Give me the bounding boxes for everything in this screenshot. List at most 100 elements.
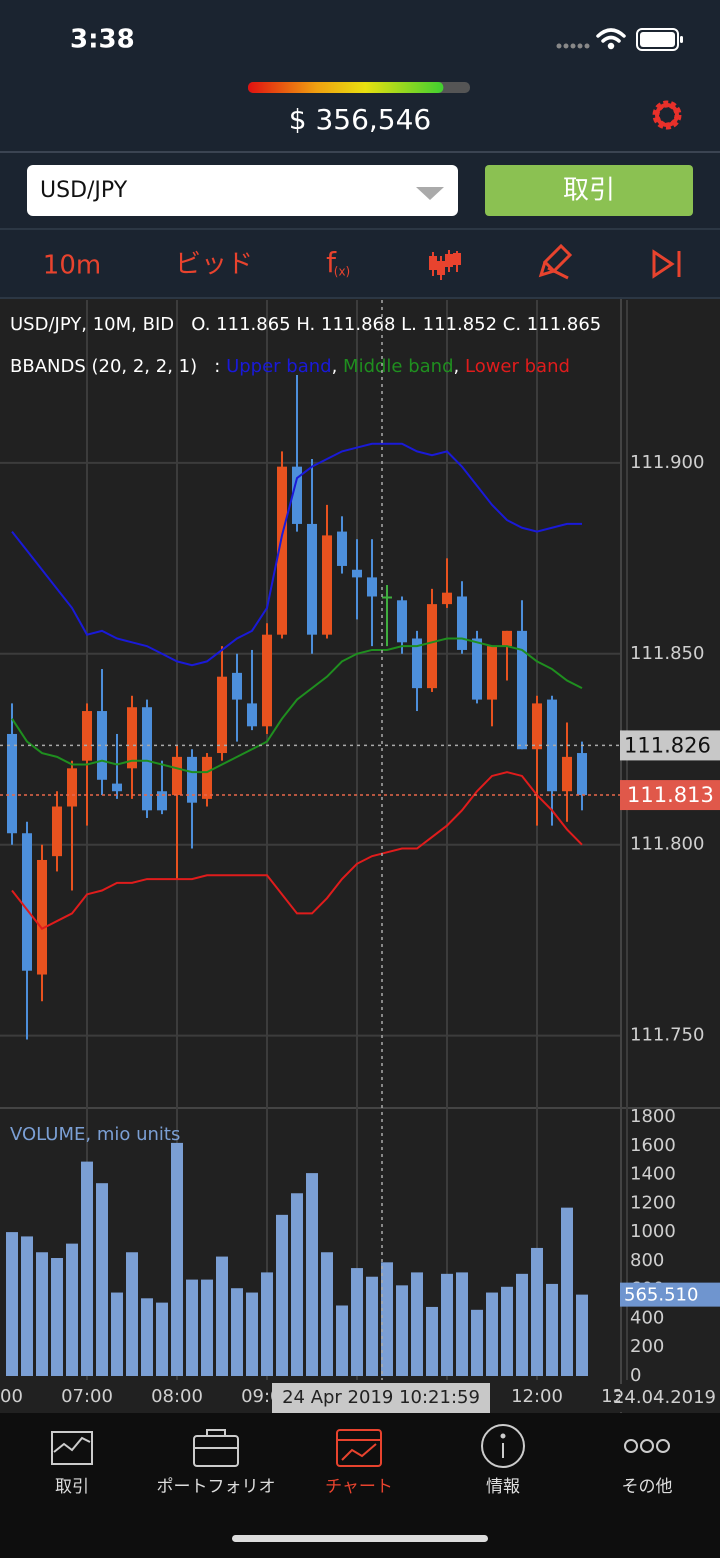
price-type-button[interactable]: ビッド xyxy=(175,250,253,280)
volume-bar xyxy=(456,1272,468,1376)
overlay: 111.826 111.813 565.510 24 Apr 2019 10:21:5… xyxy=(0,300,720,1413)
jump-to-end-button[interactable] xyxy=(652,249,681,279)
battery-icon xyxy=(636,28,683,51)
legend-separator: , xyxy=(454,356,465,377)
volume-bar xyxy=(21,1236,33,1376)
tab-label[interactable]: チャート xyxy=(325,1477,393,1497)
y-tick-label: 111.900 xyxy=(630,452,704,473)
volume-bar xyxy=(51,1258,63,1376)
candle-body xyxy=(577,753,587,796)
y-tick-label: 1600 xyxy=(630,1135,676,1156)
volume-bar xyxy=(336,1305,348,1376)
volume-bar xyxy=(531,1247,543,1376)
volume-bar xyxy=(486,1292,498,1376)
candle-body xyxy=(172,756,182,796)
indicator-legend: BBANDS (20, 2, 2, 1) : Upper band, Middl… xyxy=(10,356,570,377)
candle-body xyxy=(67,768,77,807)
y-tick-label: 200 xyxy=(630,1336,664,1357)
home-indicator xyxy=(232,1535,488,1542)
legend-entry: Middle band xyxy=(343,356,453,377)
volume-plot xyxy=(6,1142,588,1376)
symbol-dropdown[interactable]: USD/JPY xyxy=(27,165,458,216)
header-background xyxy=(0,0,720,298)
tab-label[interactable]: 取引 xyxy=(55,1477,89,1497)
x-tick-label: 07:00 xyxy=(61,1386,113,1407)
candle-body xyxy=(397,600,407,643)
draw-tool-button[interactable] xyxy=(538,243,573,280)
volume-bar xyxy=(231,1288,243,1376)
volume-bar xyxy=(96,1183,108,1376)
volume-bar xyxy=(381,1262,393,1376)
y-tick-label: 1000 xyxy=(630,1221,676,1242)
candle-body xyxy=(502,630,512,647)
candle-body xyxy=(7,733,17,834)
candle-body xyxy=(442,592,452,605)
volume-bar xyxy=(111,1292,123,1376)
volume-value-box xyxy=(620,1282,720,1307)
volume-bar xyxy=(411,1272,423,1376)
margin-gauge xyxy=(248,82,444,93)
candle-body xyxy=(127,707,137,769)
trade-button[interactable]: 取引 xyxy=(485,165,693,216)
y-tick-label: 111.850 xyxy=(630,643,704,664)
volume-bar xyxy=(201,1279,213,1376)
candle-body xyxy=(202,756,212,799)
period-button[interactable]: 10m xyxy=(43,251,101,281)
candle-body xyxy=(112,783,122,792)
volume-bar xyxy=(246,1292,258,1376)
volume-bar xyxy=(501,1286,513,1376)
candle-body xyxy=(532,703,542,750)
indicator-sub: (x) xyxy=(334,265,350,279)
band-line xyxy=(11,637,583,774)
y-tick-label: 0 xyxy=(630,1365,641,1386)
tab-icon xyxy=(193,1429,239,1467)
volume-bar xyxy=(306,1173,318,1376)
tab-label[interactable]: ポートフォリオ xyxy=(157,1477,276,1497)
candle-body xyxy=(352,569,362,578)
date-label: 24.04.2019 xyxy=(613,1387,716,1408)
volume-bar xyxy=(216,1256,228,1376)
last-price: 111.813 xyxy=(627,783,714,807)
indicator-button[interactable]: f (x) xyxy=(326,246,350,279)
tab-icon xyxy=(481,1424,525,1468)
y-tick-label: 1200 xyxy=(630,1192,676,1213)
chart-type-button[interactable] xyxy=(429,250,461,280)
candle-body xyxy=(262,634,272,727)
candle-body xyxy=(217,676,227,754)
tab-label[interactable]: 情報 xyxy=(486,1477,520,1497)
tab-icon xyxy=(624,1439,670,1453)
wifi-icon xyxy=(596,28,626,50)
last-price-box xyxy=(620,780,720,811)
band-line xyxy=(11,771,583,930)
legend-entry: Lower band xyxy=(465,356,570,377)
candle-body xyxy=(517,630,527,750)
candle-body xyxy=(472,638,482,700)
candle-body xyxy=(382,596,392,599)
candle-body xyxy=(412,638,422,689)
candle-body xyxy=(427,604,437,689)
crosshair-time: 24 Apr 2019 10:21:59 xyxy=(282,1387,480,1408)
volume-bar xyxy=(186,1279,198,1376)
chart-title: USD/JPY, 10M, BID O. 111.865 H. 111.868 … xyxy=(10,314,601,335)
volume-bar xyxy=(471,1309,483,1376)
indicator-label: f xyxy=(326,246,337,279)
volume-bar xyxy=(276,1214,288,1376)
candle-body xyxy=(562,756,572,792)
volume-bar xyxy=(171,1142,183,1376)
volume-bar xyxy=(141,1298,153,1376)
price-plot xyxy=(7,375,587,1040)
tab-icon xyxy=(51,1431,93,1465)
candle-body xyxy=(277,466,287,635)
volume-bar xyxy=(126,1252,138,1376)
settings-button[interactable] xyxy=(652,100,682,130)
candle-body xyxy=(322,535,332,635)
volume-bar xyxy=(36,1252,48,1376)
volume-bar xyxy=(396,1285,408,1376)
y-tick-label: 800 xyxy=(630,1250,664,1271)
candle-body xyxy=(247,703,257,727)
volume-bar xyxy=(81,1161,93,1376)
y-tick-label: 400 xyxy=(630,1307,664,1328)
tab-label[interactable]: その他 xyxy=(622,1477,673,1497)
crosshair-price: 111.826 xyxy=(624,733,711,757)
